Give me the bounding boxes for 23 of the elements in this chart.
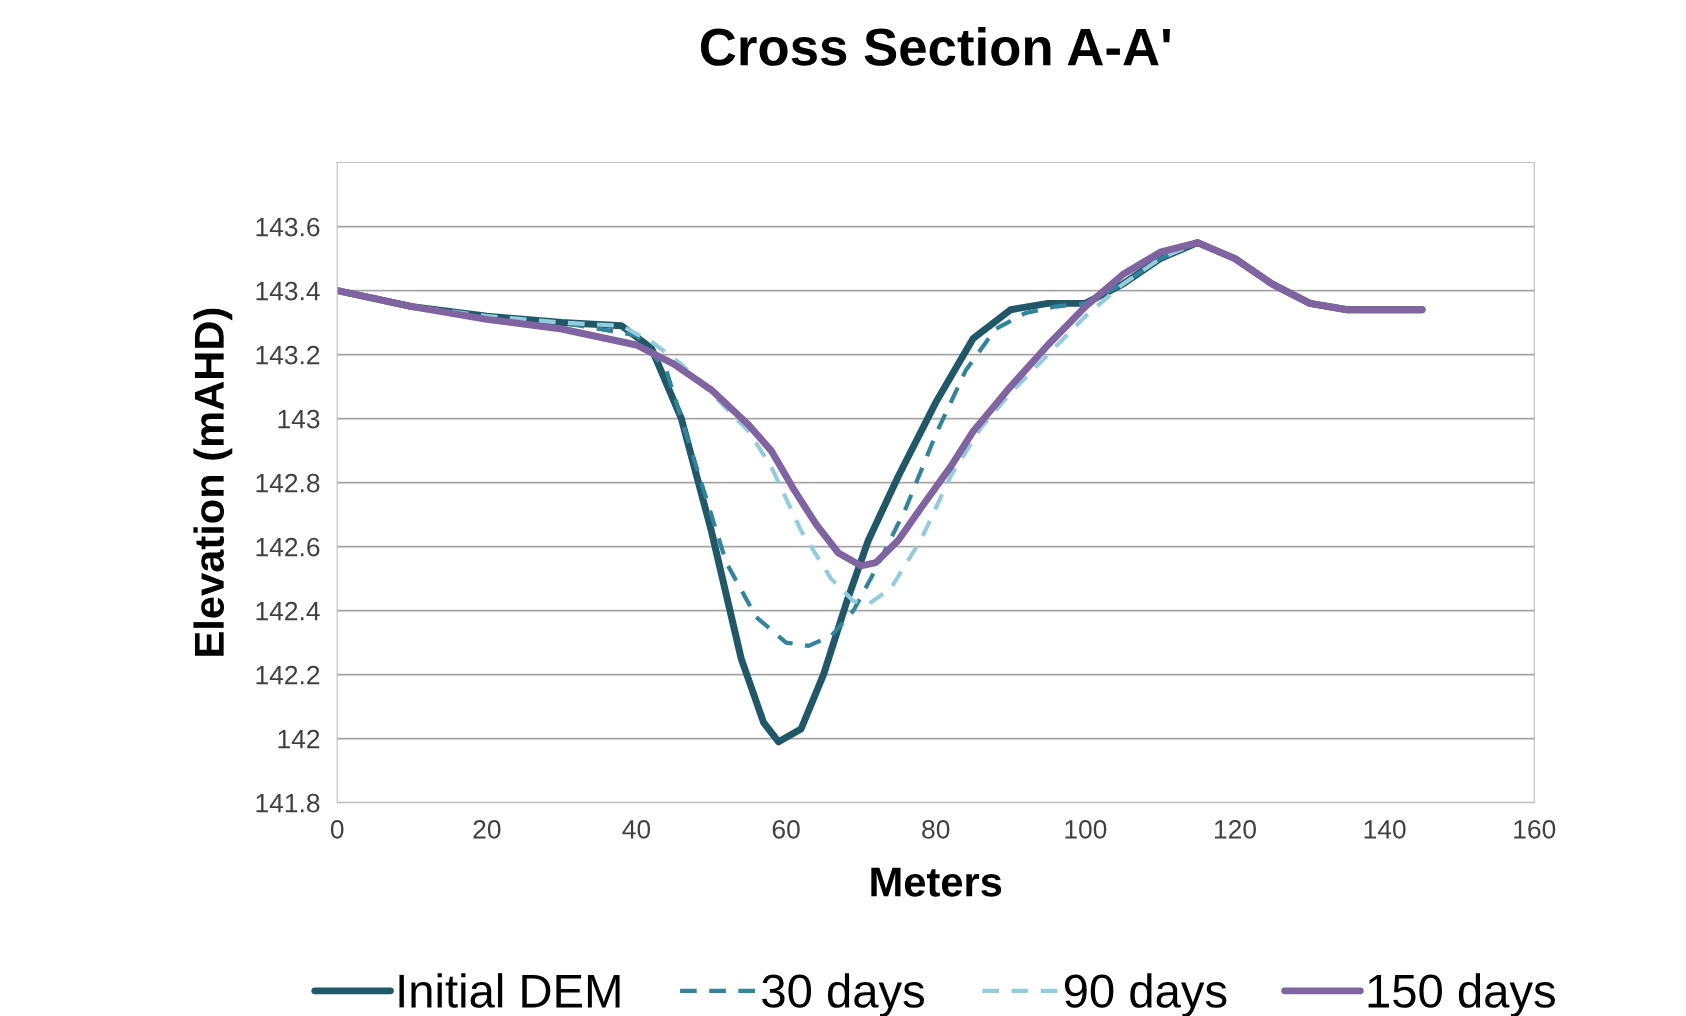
x-tick-label: 120 (1214, 820, 1256, 839)
y-tick-label: 143.2 (256, 345, 320, 365)
y-axis-title: Elevation (mAHD) (193, 308, 233, 656)
x-tick-label: 60 (772, 820, 800, 839)
y-tick-label: 142.6 (256, 537, 320, 557)
y-tick-label: 142 (278, 729, 320, 749)
x-tick-label: 160 (1514, 820, 1556, 839)
x-tick-label: 20 (473, 820, 501, 839)
y-tick-label: 142.2 (256, 665, 320, 685)
y-tick-label: 141.8 (256, 793, 320, 813)
chart-title: Cross Section A-A' (700, 27, 1170, 66)
x-tick-label: 80 (922, 820, 950, 839)
y-tick-label: 143.6 (256, 217, 320, 237)
y-tick-label: 142.4 (256, 601, 320, 621)
x-tick-label: 140 (1364, 820, 1406, 839)
x-axis-title: Meters (871, 867, 1002, 897)
legend-label: Initial DEM (399, 973, 620, 1008)
x-tick-label: 0 (330, 820, 344, 839)
y-tick-label: 142.8 (256, 473, 320, 493)
y-tick-label: 143 (278, 409, 320, 429)
y-tick-label: 143.4 (256, 281, 320, 301)
x-tick-label: 100 (1065, 820, 1107, 839)
x-tick-label: 40 (622, 820, 651, 839)
